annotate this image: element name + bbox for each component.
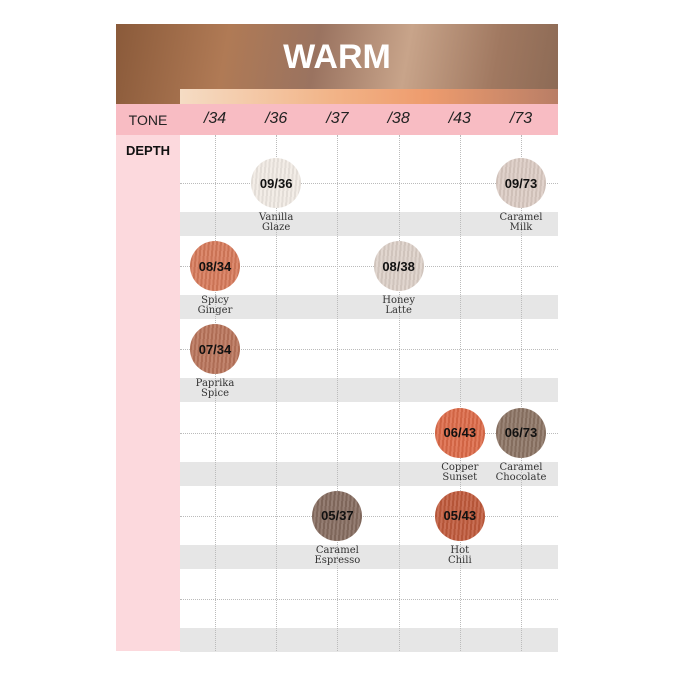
shade-name-line2: Glaze [262,222,291,233]
grid-column-line [337,135,339,651]
tone-header-38: /38 [387,110,410,127]
shade-name: Honey Latte [364,296,434,316]
grid-column-line [276,135,278,651]
shade-chart: WARM TONE /34/36/37/38/43/73 09/08/07/06… [116,24,558,652]
chart-title: WARM [283,38,391,76]
tone-header-37: /37 [326,110,349,127]
grid-column-line [521,135,522,651]
shade-name: Vanilla Glaze [241,213,311,233]
label-band [180,212,558,236]
shade-name-line1: Caramel [499,461,543,473]
shade-name-line2: Chili [447,554,472,566]
grid-column-line [459,135,461,651]
grid-row-line [180,515,558,517]
tone-header-36: /36 [265,110,288,127]
shade-swatch[interactable]: 06/43 [434,407,485,458]
shade-name-line1: Caramel [315,544,359,556]
grid-row-line [180,432,558,434]
shade-name-line1: Spicy [201,295,229,307]
shade-name-line1: Copper [441,461,479,473]
shade-name-line1: Hot [450,544,470,556]
header-banner: WARM [116,24,558,104]
label-band [180,461,558,486]
shade-name-line2: Spice [201,388,229,400]
tone-header-34: /34 [203,110,227,127]
shade-name-line2: Ginger [197,305,233,317]
shade-swatch[interactable]: 07/34 [190,324,240,375]
shade-name: Spicy Ginger [180,296,250,316]
shade-name: Hot Chili [425,544,495,566]
shade-swatch[interactable]: 09/73 [496,158,546,208]
label-band [180,544,558,569]
shade-swatch[interactable]: 05/43 [434,490,485,541]
shade-swatch[interactable]: 08/34 [190,241,240,292]
shade-name-line1: Honey [382,295,415,307]
tone-label: TONE [128,112,168,128]
shade-swatch[interactable]: 09/36 [251,158,302,208]
shade-name: Copper Sunset [425,461,495,483]
depth-label: DEPTH [125,143,171,158]
tone-row: TONE /34/36/37/38/43/73 [116,104,558,135]
shade-swatch[interactable]: 06/73 [496,407,546,458]
tone-header-73: /73 [509,110,533,127]
label-band [180,378,558,403]
grid-row-line [180,266,558,268]
label-band [180,295,558,320]
grid-column-line [398,135,400,651]
depth-column: DEPTH [116,135,180,651]
shade-name-line2: Milk [509,222,533,233]
grid-row-line [180,599,558,600]
tone-header-43: /43 [448,110,471,127]
tone-gradient-bar [180,89,558,104]
shade-swatch[interactable]: 08/38 [373,241,424,292]
shade-name-line2: Espresso [314,554,361,566]
shade-swatch[interactable]: 05/37 [312,490,363,541]
grid-row-line [180,183,558,184]
shade-name: Paprika Spice [180,379,250,399]
shade-name-line1: Paprika [195,378,235,390]
shade-name-line2: Chocolate [495,471,547,483]
grid-column-line [215,135,216,651]
shade-name-line1: Caramel [499,212,543,223]
shade-name: Caramel Espresso [302,544,372,566]
shade-name-line2: Latte [385,305,412,317]
shade-name-line2: Sunset [442,471,478,483]
grid-row-line [180,349,558,351]
shade-name: Caramel Chocolate [486,461,556,483]
label-band [180,628,558,652]
shade-name-line1: Vanilla [259,212,294,223]
shade-name: Caramel Milk [486,213,556,233]
